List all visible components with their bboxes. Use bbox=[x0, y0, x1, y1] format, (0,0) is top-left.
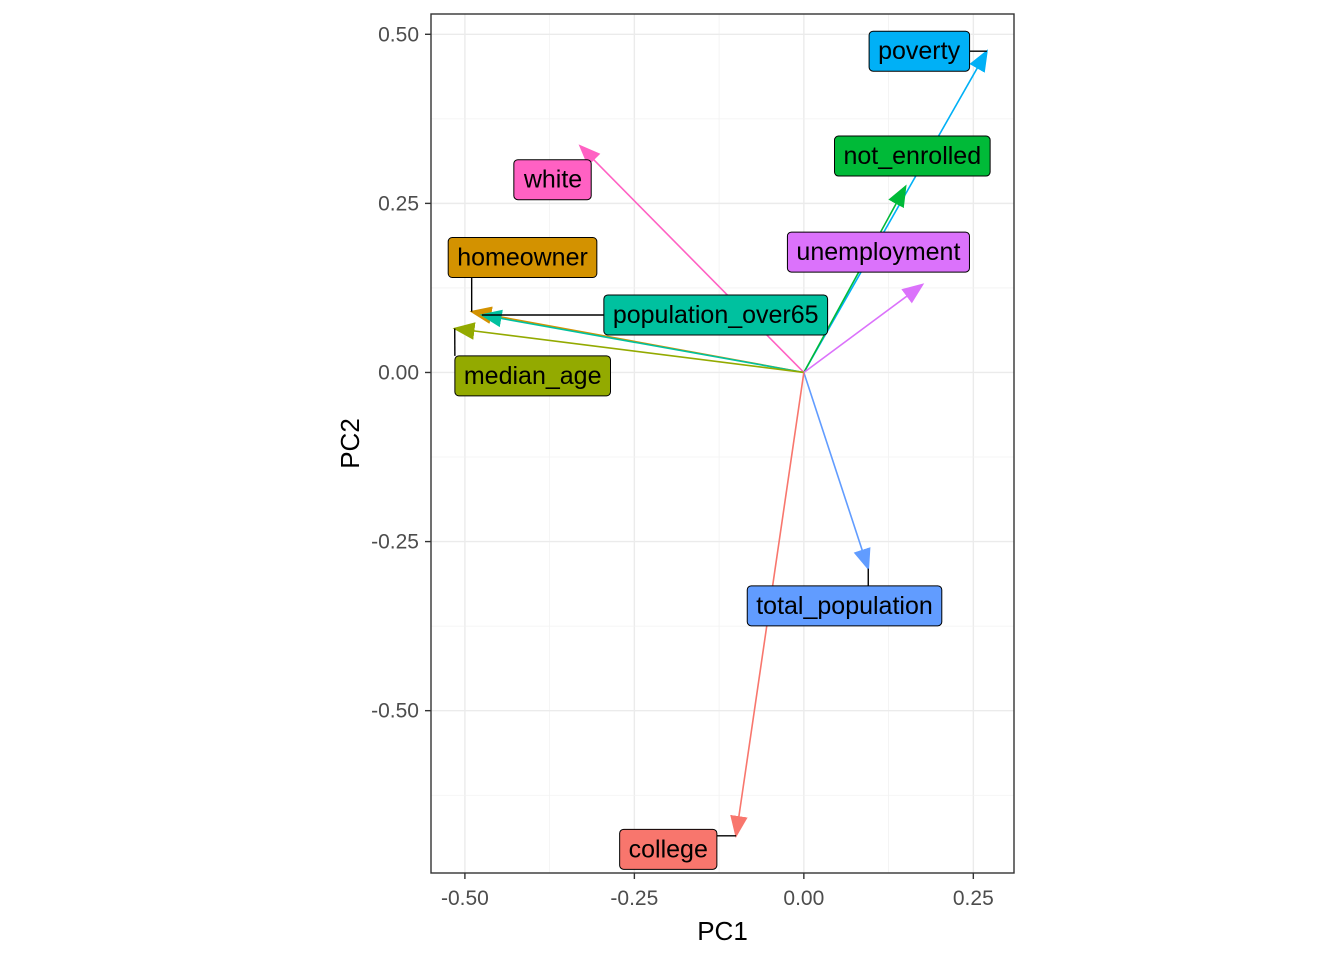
label-box-white bbox=[513, 159, 592, 201]
y-tick-label: -0.50 bbox=[371, 700, 419, 723]
label-box-population_over65 bbox=[603, 294, 829, 336]
label-poverty: poverty bbox=[868, 30, 971, 72]
y-axis-title: PC2 bbox=[335, 418, 365, 469]
arrow-unemployment bbox=[803, 283, 925, 374]
label-box-poverty bbox=[868, 30, 971, 72]
label-unemployment: unemployment bbox=[786, 231, 970, 273]
label-text-total_population: total_population bbox=[756, 592, 933, 620]
label-text-population_over65: population_over65 bbox=[613, 301, 819, 329]
x-tick-label: -0.25 bbox=[610, 887, 658, 910]
y-axis-ticks: -0.50 -0.25 0.00 0.25 0.50 bbox=[371, 23, 431, 723]
label-total_population: total_population bbox=[746, 585, 943, 627]
x-axis-ticks: -0.50 -0.25 0.00 0.25 bbox=[441, 873, 994, 910]
label-box-homeowner bbox=[447, 236, 598, 278]
label-text-not_enrolled: not_enrolled bbox=[844, 142, 982, 170]
panel-border bbox=[430, 13, 1015, 874]
arrow-total_population bbox=[803, 372, 871, 571]
arrow-not_enrolled bbox=[803, 184, 907, 373]
x-tick-label: -0.50 bbox=[441, 887, 489, 910]
label-white: white bbox=[513, 159, 592, 201]
label-box-total_population bbox=[746, 585, 943, 627]
label-not_enrolled: not_enrolled bbox=[834, 135, 991, 177]
y-tick-label: -0.25 bbox=[371, 531, 419, 554]
x-tick-label: 0.00 bbox=[783, 887, 824, 910]
y-tick-label: 0.50 bbox=[378, 23, 419, 46]
x-axis-title: PC1 bbox=[697, 916, 748, 946]
y-tick-label: 0.00 bbox=[378, 361, 419, 384]
label-box-unemployment bbox=[786, 231, 970, 273]
arrow-population_over65 bbox=[479, 309, 804, 374]
x-tick-label: 0.25 bbox=[953, 887, 994, 910]
label-text-college: college bbox=[629, 835, 708, 863]
label-college: college bbox=[619, 828, 718, 870]
label-text-homeowner: homeowner bbox=[457, 243, 588, 271]
label-text-white: white bbox=[523, 166, 582, 194]
label-text-unemployment: unemployment bbox=[796, 238, 960, 266]
arrow-poverty bbox=[803, 49, 988, 373]
y-tick-label: 0.25 bbox=[378, 192, 419, 215]
label-box-college bbox=[619, 828, 718, 870]
label-box-not_enrolled bbox=[834, 135, 991, 177]
label-median_age: median_age bbox=[454, 355, 611, 397]
label-text-median_age: median_age bbox=[464, 362, 602, 390]
label-text-poverty: poverty bbox=[878, 37, 960, 65]
label-box-median_age bbox=[454, 355, 611, 397]
loading-arrows bbox=[452, 49, 988, 838]
label-homeowner: homeowner bbox=[447, 236, 598, 278]
label-population_over65: population_over65 bbox=[603, 294, 829, 336]
arrow-median_age bbox=[452, 322, 804, 374]
